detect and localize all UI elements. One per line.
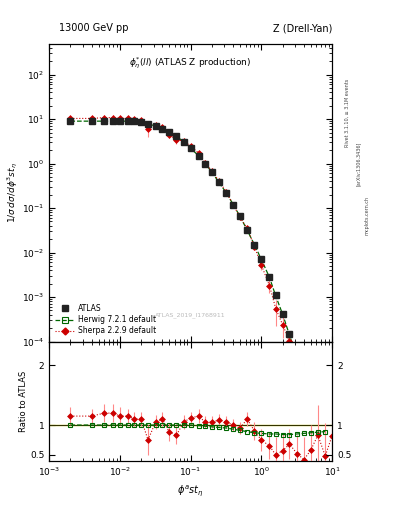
Y-axis label: $1/\sigma\,d\sigma/d\phi^3 st_{\eta}$: $1/\sigma\,d\sigma/d\phi^3 st_{\eta}$ [6,162,20,223]
Y-axis label: Ratio to ATLAS: Ratio to ATLAS [20,371,29,432]
Text: Z (Drell-Yan): Z (Drell-Yan) [273,23,332,33]
X-axis label: $\phi^a st_{\eta}$: $\phi^a st_{\eta}$ [177,484,204,498]
Legend: ATLAS, Herwig 7.2.1 default, Sherpa 2.2.9 default: ATLAS, Herwig 7.2.1 default, Sherpa 2.2.… [53,302,159,338]
Text: [arXiv:1306.3436]: [arXiv:1306.3436] [356,142,361,186]
Text: $\phi^{*}_{\eta}(ll)$ (ATLAS Z production): $\phi^{*}_{\eta}(ll)$ (ATLAS Z productio… [129,55,252,71]
Text: mcplots.cern.ch: mcplots.cern.ch [365,196,370,234]
Text: ATLAS_2019_I1768911: ATLAS_2019_I1768911 [155,312,226,318]
Text: 13000 GeV pp: 13000 GeV pp [59,23,129,33]
Text: Rivet 3.1.10, ≥ 3.1M events: Rivet 3.1.10, ≥ 3.1M events [345,78,350,147]
